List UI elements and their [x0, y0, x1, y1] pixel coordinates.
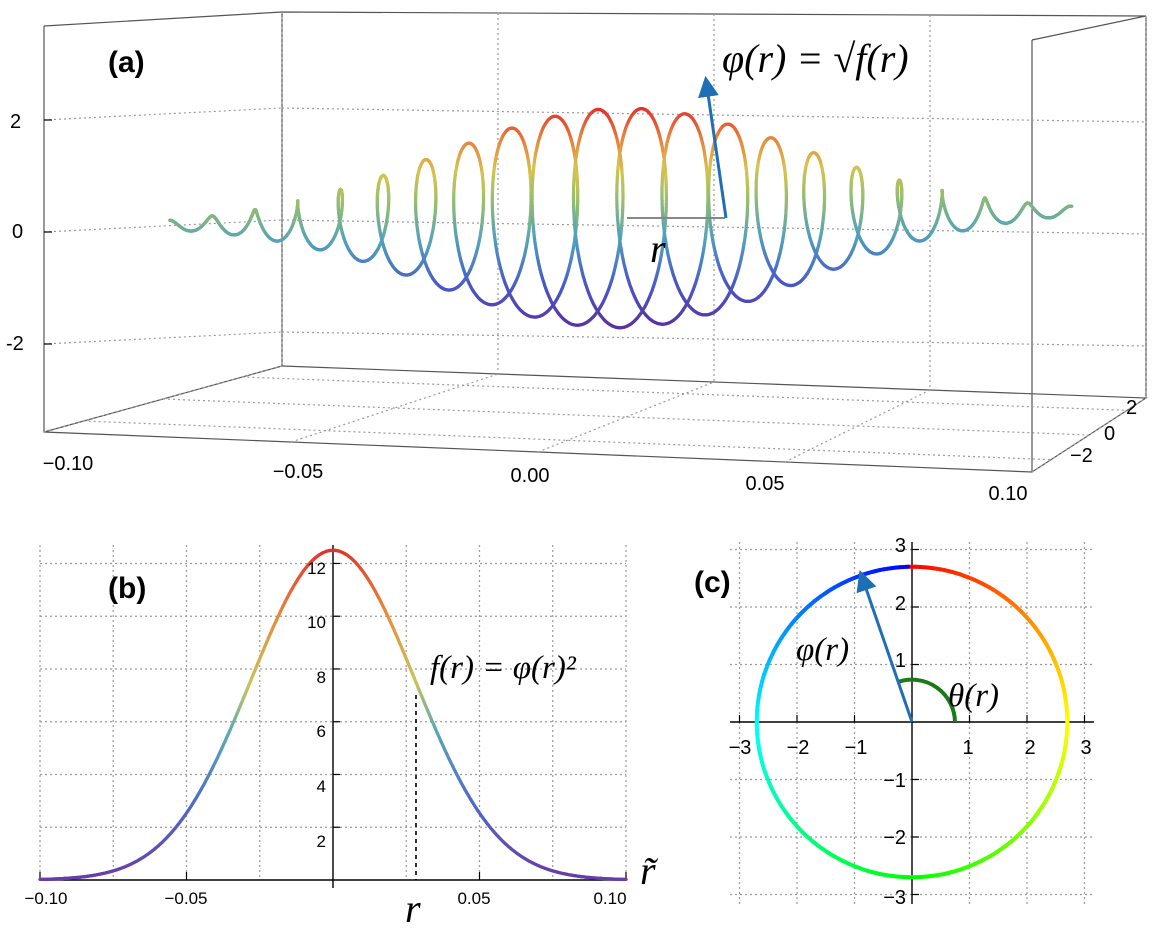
a-z-tick: 0 — [12, 221, 23, 243]
panel-c: (c) φ(r) θ(r) −3 −2 −1 1 2 3 3 2 1 −1 −2… — [694, 535, 1094, 909]
panel-c-tick-marks — [738, 548, 1086, 896]
a-grid-line — [83, 420, 1052, 461]
panel-b-r-tilde-label: r̃ — [640, 848, 658, 893]
b-y-tick: 8 — [317, 668, 326, 687]
panel-b-curve — [38, 548, 628, 882]
a-z-tick: -2 — [6, 333, 24, 355]
panel-a-phi-arrow — [698, 75, 728, 219]
a-grid-line — [43, 331, 283, 345]
panel-a-box — [43, 11, 1148, 473]
panel-a-helix — [168, 106, 1074, 330]
panel-a-annotation: φ(r) = √f(r) — [722, 36, 909, 81]
a-x-tick: −0.05 — [273, 461, 324, 483]
a-grid-line — [281, 219, 1147, 235]
panel-b-grid — [39, 545, 627, 880]
a-grid-line — [162, 398, 1090, 436]
b-x-tick: 0.05 — [457, 889, 490, 908]
a-grid-line — [281, 331, 1147, 347]
panel-b: (b) f(r) = φ(r)² r r̃ −0.10 −0.05 0.05 0… — [24, 545, 658, 931]
panel-b-r-label: r — [405, 886, 421, 931]
box-top-edges — [43, 11, 1147, 41]
b-y-tick: 6 — [317, 722, 326, 741]
b-x-tick: −0.10 — [24, 889, 67, 908]
panel-a: (a) φ(r) = √f(r) r −0.10 −0.05 0.00 0.05… — [6, 11, 1148, 505]
b-y-tick: 10 — [307, 613, 326, 632]
panel-b-label: (b) — [108, 572, 146, 605]
b-x-tick: 0.10 — [593, 889, 626, 908]
b-x-tick: −0.05 — [164, 889, 207, 908]
panel-b-annotation: f(r) = φ(r)² — [430, 650, 577, 686]
a-x-tick: 0.10 — [989, 483, 1028, 505]
b-y-tick: 12 — [307, 559, 326, 578]
panel-a-grid — [43, 12, 1147, 473]
a-x-tick: 0.00 — [511, 465, 550, 487]
panel-a-label: (a) — [108, 46, 145, 79]
panel-a-r-label: r — [650, 226, 666, 271]
b-y-tick: 4 — [317, 777, 326, 796]
box-floor-edges — [281, 365, 1148, 473]
a-y-tick: 2 — [1126, 397, 1137, 419]
a-grid-line — [242, 376, 1128, 411]
a-grid-line — [43, 107, 283, 121]
a-grid-line — [537, 381, 715, 453]
a-grid-line — [281, 107, 1147, 123]
box-front-edges — [43, 26, 1033, 473]
panel-c-circle — [754, 564, 1070, 880]
a-x-tick: −0.10 — [43, 453, 94, 475]
a-y-tick: −2 — [1070, 445, 1093, 467]
a-x-tick: 0.05 — [746, 473, 785, 495]
a-z-tick: 2 — [10, 111, 21, 133]
a-y-tick: 0 — [1104, 423, 1115, 445]
b-y-tick: 2 — [317, 832, 326, 851]
